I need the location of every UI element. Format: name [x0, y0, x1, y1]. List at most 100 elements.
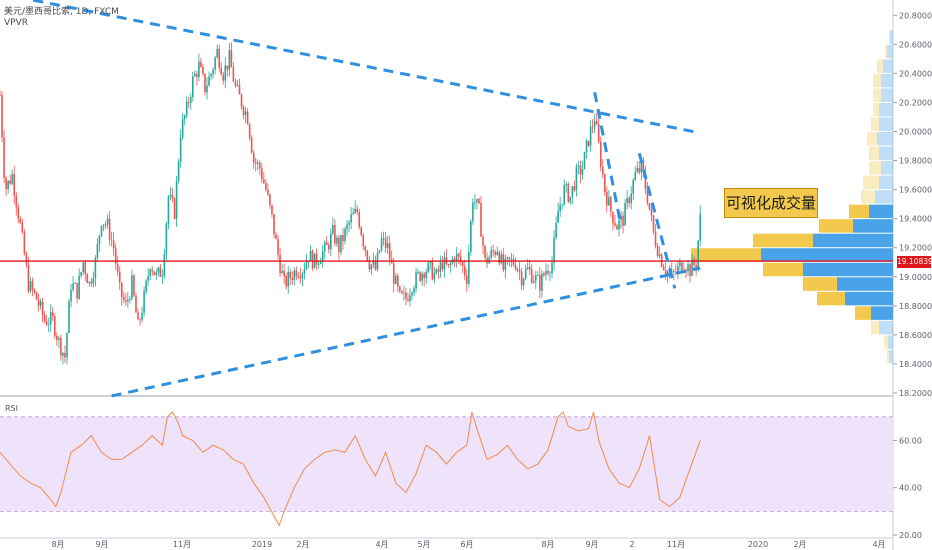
- candle-body: [679, 262, 681, 267]
- candle-body: [648, 203, 651, 210]
- candles: [0, 42, 701, 365]
- time-tick-label: 2019: [252, 540, 272, 549]
- candle-body: [285, 275, 287, 287]
- candle-body: [565, 183, 568, 185]
- candle-body: [299, 276, 302, 279]
- candle-body: [311, 250, 314, 269]
- candle-body: [346, 224, 348, 229]
- vp-up-bar: [691, 248, 761, 262]
- candle-body: [388, 243, 391, 260]
- candle-body: [632, 180, 635, 194]
- candle-body: [175, 180, 178, 219]
- candle-body: [599, 141, 602, 167]
- candle-body: [13, 174, 16, 196]
- candle-body: [330, 233, 332, 250]
- time-tick-label: 4月: [872, 540, 885, 549]
- candle-body: [419, 272, 421, 281]
- candle-body: [675, 271, 677, 273]
- vp-up-bar: [871, 117, 879, 131]
- candle-body: [455, 253, 458, 262]
- candle-body: [553, 237, 555, 263]
- candle-body: [498, 251, 501, 264]
- candle-body: [123, 297, 125, 301]
- rsi-tick-label: 60.00: [899, 436, 922, 445]
- candle-body: [327, 244, 330, 250]
- candle-body: [31, 280, 34, 290]
- candle-body: [559, 204, 561, 212]
- time-tick-label: 8月: [51, 540, 64, 549]
- candle-body: [396, 275, 399, 287]
- candle-body: [573, 186, 576, 191]
- candle-body: [189, 96, 192, 103]
- candle-body: [644, 172, 647, 190]
- candle-body: [490, 250, 492, 258]
- candle-body: [463, 265, 466, 276]
- candle-body: [315, 253, 318, 265]
- candle-body: [86, 274, 89, 284]
- candle-body: [208, 76, 210, 86]
- candle-body: [510, 259, 513, 260]
- candle-body: [352, 212, 354, 215]
- candle-body: [301, 273, 304, 279]
- candle-body: [167, 197, 170, 224]
- candle-body: [224, 65, 227, 81]
- candle-body: [478, 199, 480, 204]
- vp-up-bar: [869, 146, 879, 161]
- candle-body: [433, 272, 436, 280]
- candle-body: [374, 261, 377, 270]
- candle-body: [425, 272, 428, 279]
- candle-body: [689, 264, 691, 276]
- price-tick-label: 20.20000: [899, 98, 932, 107]
- candle-body: [413, 288, 415, 293]
- candle-body: [409, 295, 411, 301]
- candle-body: [502, 254, 505, 270]
- candle-body: [325, 242, 328, 245]
- vp-up-bar: [849, 204, 869, 219]
- candle-body: [11, 174, 13, 184]
- candle-body: [200, 61, 202, 68]
- candle-body: [125, 300, 127, 302]
- vp-down-bar: [837, 277, 893, 291]
- candle-body: [104, 224, 107, 226]
- candle-body: [3, 137, 5, 179]
- candle-body: [108, 218, 111, 240]
- candle-body: [265, 183, 267, 190]
- candle-body: [500, 254, 503, 264]
- vp-up-bar: [887, 349, 889, 364]
- candle-body: [15, 195, 18, 208]
- rsi-line: [0, 411, 701, 527]
- candle-body: [238, 84, 241, 95]
- candle-body: [281, 270, 283, 274]
- vp-down-bar: [879, 102, 893, 117]
- candle-body: [366, 250, 369, 261]
- candle-body: [332, 225, 334, 234]
- price-tick-label: 19.40000: [899, 215, 932, 224]
- vp-up-bar: [884, 335, 888, 349]
- candle-body: [163, 253, 166, 277]
- candle-body: [504, 258, 507, 270]
- candle-body: [344, 228, 346, 242]
- candle-body: [133, 275, 135, 296]
- candle-body: [151, 269, 154, 272]
- vp-up-bar: [869, 161, 881, 175]
- candle-body: [17, 207, 20, 219]
- candle-body: [695, 265, 697, 268]
- candle-body: [681, 262, 683, 273]
- candle-body: [149, 269, 151, 276]
- candle-body: [84, 262, 87, 275]
- candle-body: [273, 214, 275, 235]
- candle-body: [220, 67, 223, 75]
- candle-body: [145, 280, 147, 292]
- candle-body: [612, 211, 614, 224]
- candle-body: [496, 251, 499, 255]
- candle-body: [595, 121, 598, 125]
- candle-body: [591, 126, 594, 128]
- candle-body: [248, 124, 251, 138]
- vp-up-bar: [873, 102, 879, 117]
- candle-body: [112, 240, 115, 249]
- candle-body: [263, 179, 265, 184]
- rsi-tick-label: 40.00: [899, 484, 922, 493]
- candle-body: [551, 262, 553, 274]
- vp-down-bar: [881, 88, 893, 102]
- candle-body: [228, 50, 231, 70]
